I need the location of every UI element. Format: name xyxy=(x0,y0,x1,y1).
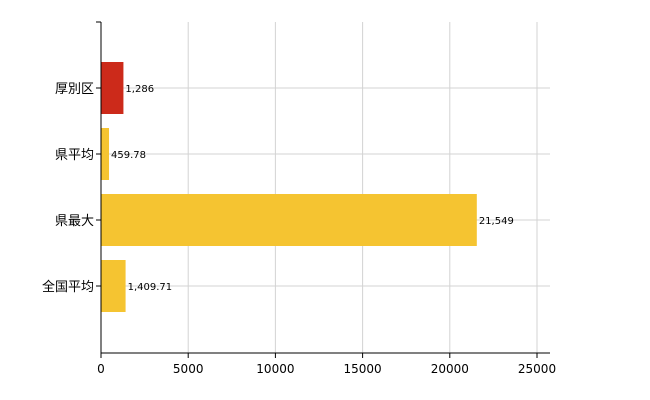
x-tick-label: 5000 xyxy=(173,362,204,376)
x-tick-label: 10000 xyxy=(256,362,294,376)
value-label: 21,549 xyxy=(479,216,514,227)
x-tick-label: 25000 xyxy=(518,362,556,376)
labels-group: 0 5000 10000 15000 20000 25000 厚別区 1,286 県平均 459.… xyxy=(42,82,556,376)
value-label: 459.78 xyxy=(111,150,146,161)
grid-lines xyxy=(101,22,550,353)
category-label: 厚別区 xyxy=(55,82,94,97)
bar-1 xyxy=(101,62,124,114)
category-label: 県最大 xyxy=(55,214,94,229)
bar-4 xyxy=(101,260,126,312)
value-label: 1,286 xyxy=(125,84,154,95)
bar-2 xyxy=(101,128,110,180)
x-tick-label: 15000 xyxy=(344,362,382,376)
category-label: 全国平均 xyxy=(42,279,94,295)
x-tick-label: 20000 xyxy=(431,362,469,376)
bar-3 xyxy=(101,194,477,246)
axes-group xyxy=(96,21,550,358)
bars-group xyxy=(101,62,477,312)
category-label: 県平均 xyxy=(55,148,94,163)
value-label: 1,409.71 xyxy=(128,282,173,293)
x-tick-label: 0 xyxy=(97,362,105,376)
